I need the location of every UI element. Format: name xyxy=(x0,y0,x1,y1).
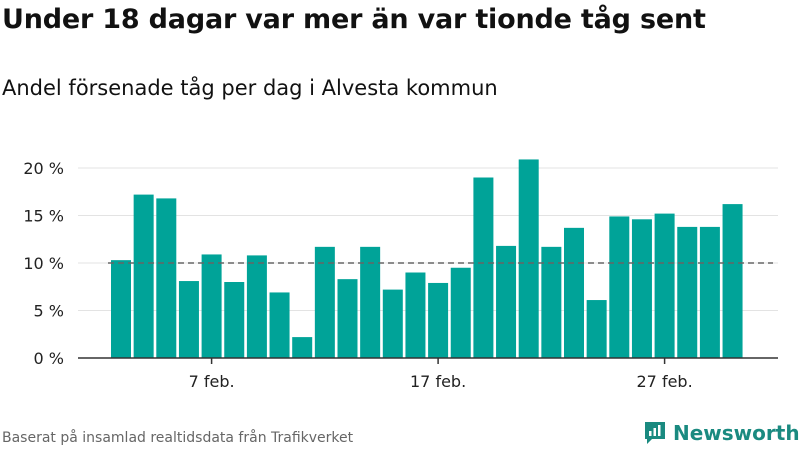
chart-title: Under 18 dagar var mer än var tionde tåg… xyxy=(2,4,706,35)
brand-logo: Newsworthy xyxy=(643,420,800,446)
y-tick-label: 10 % xyxy=(23,254,64,273)
bar xyxy=(609,216,630,358)
y-tick-label: 15 % xyxy=(23,207,64,226)
bar xyxy=(314,246,335,358)
bar xyxy=(722,204,743,358)
bar xyxy=(360,246,381,358)
y-tick-label: 20 % xyxy=(23,159,64,178)
bar xyxy=(133,194,154,358)
bar xyxy=(156,198,177,358)
bar xyxy=(677,226,698,358)
bar xyxy=(111,260,131,358)
y-tick-label: 5 % xyxy=(34,302,64,321)
bar xyxy=(586,300,607,358)
bar xyxy=(405,272,426,358)
bar xyxy=(292,337,313,358)
x-tick-label: 17 feb. xyxy=(410,372,466,391)
bar xyxy=(269,292,290,358)
brand-name: Newsworthy xyxy=(673,421,800,445)
x-tick-label: 27 feb. xyxy=(637,372,693,391)
bar xyxy=(382,289,403,358)
chart-subtitle: Andel försenade tåg per dag i Alvesta ko… xyxy=(2,76,498,100)
source-note: Baserat på insamlad realtidsdata från Tr… xyxy=(2,430,354,446)
bar xyxy=(428,282,449,358)
bar xyxy=(564,227,584,358)
newsworthy-logo-icon xyxy=(645,422,665,444)
bar xyxy=(246,255,267,358)
bar xyxy=(473,177,494,358)
bar xyxy=(224,282,245,358)
bar xyxy=(201,254,222,358)
bar xyxy=(631,219,652,358)
bar xyxy=(699,226,720,358)
x-tick-label: 7 feb. xyxy=(189,372,235,391)
bar xyxy=(496,245,517,358)
bar xyxy=(450,267,471,358)
bar xyxy=(541,246,562,358)
y-axis-labels: 0 % 5 % 10 % 15 % 20 % xyxy=(23,159,64,368)
y-tick-label: 0 % xyxy=(34,349,64,368)
bar xyxy=(654,213,675,358)
bar xyxy=(337,279,358,358)
bar xyxy=(518,159,539,358)
bar xyxy=(178,281,199,358)
bars xyxy=(111,159,743,358)
x-axis: 7 feb. 17 feb. 27 feb. xyxy=(78,357,778,391)
